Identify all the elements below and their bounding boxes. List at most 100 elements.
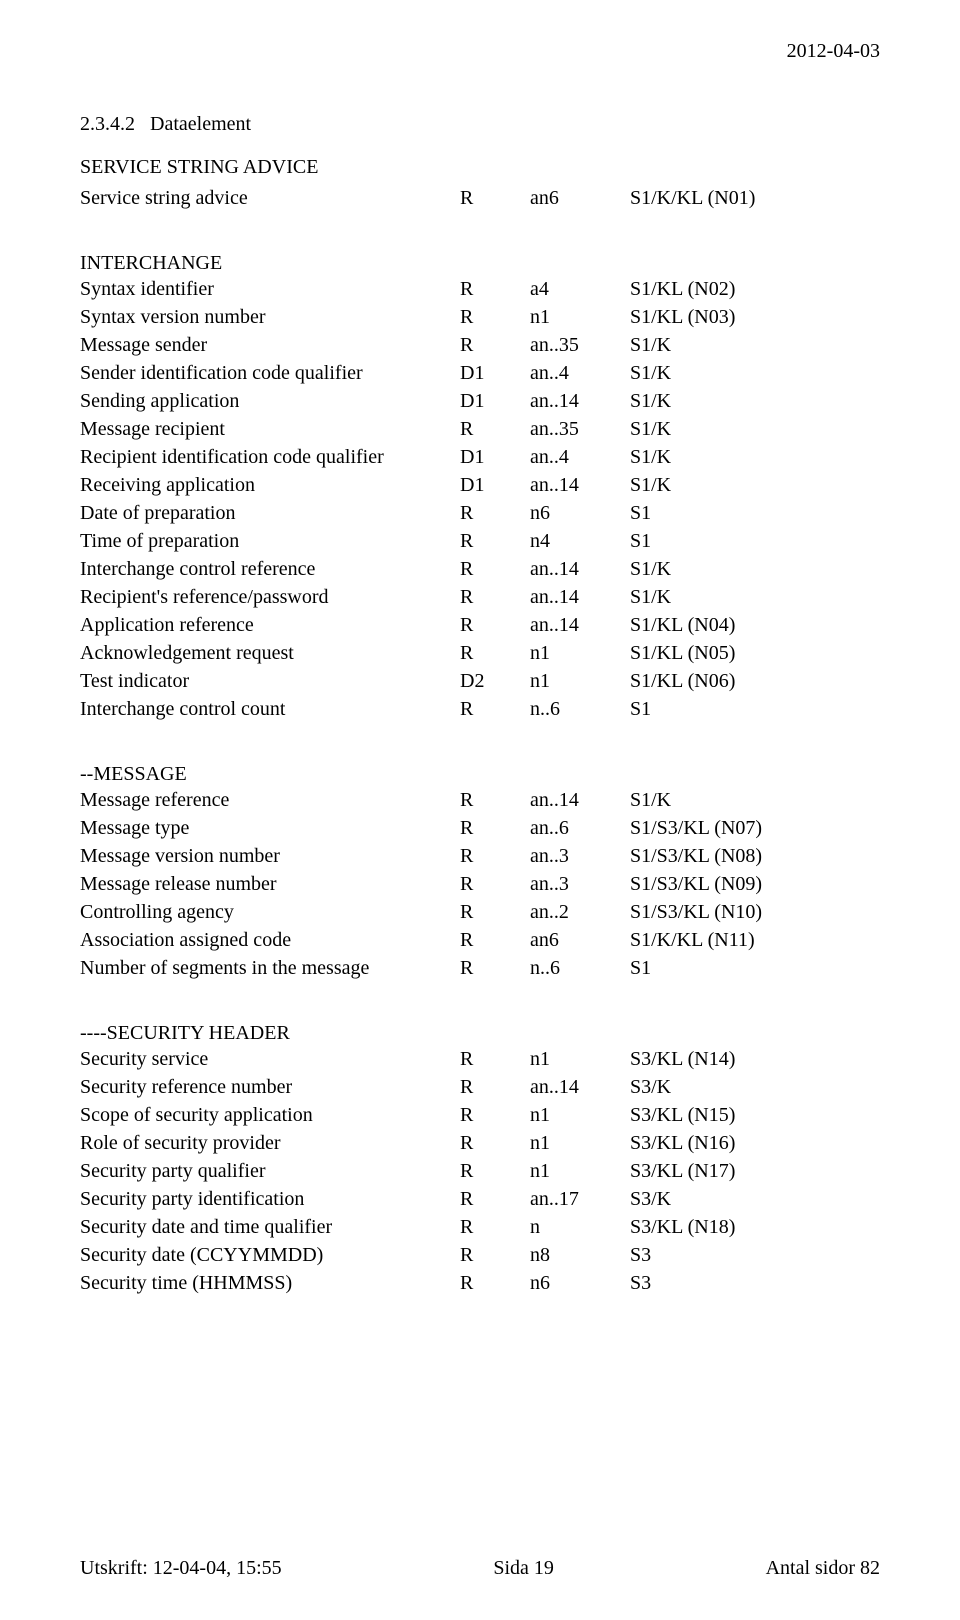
remark-col: S1/KL (N02) bbox=[630, 275, 880, 303]
format-col: an..17 bbox=[530, 1185, 630, 1213]
element-name: Security party qualifier bbox=[80, 1157, 460, 1185]
format-col: an..14 bbox=[530, 471, 630, 499]
page-footer: Utskrift: 12-04-04, 15:55 Sida 19 Antal … bbox=[80, 1557, 880, 1580]
element-name: Message reference bbox=[80, 786, 460, 814]
format-col: a4 bbox=[530, 275, 630, 303]
remark-col: S1/K bbox=[630, 786, 880, 814]
format-col: n1 bbox=[530, 1157, 630, 1185]
data-row: Interchange control referenceRan..14S1/K bbox=[80, 555, 880, 583]
status-col: R bbox=[460, 898, 530, 926]
group-heading: SERVICE STRING ADVICE bbox=[80, 156, 880, 179]
format-col: n1 bbox=[530, 1129, 630, 1157]
data-row: Interchange control countRn..6S1 bbox=[80, 695, 880, 723]
remark-col: S1/K bbox=[630, 443, 880, 471]
status-col: R bbox=[460, 639, 530, 667]
format-col: an..14 bbox=[530, 1073, 630, 1101]
element-name: Security party identification bbox=[80, 1185, 460, 1213]
element-name: Time of preparation bbox=[80, 527, 460, 555]
element-name: Test indicator bbox=[80, 667, 460, 695]
format-col: an..14 bbox=[530, 555, 630, 583]
remark-col: S1/K bbox=[630, 555, 880, 583]
data-row: Syntax identifierRa4S1/KL (N02) bbox=[80, 275, 880, 303]
footer-right: Antal sidor 82 bbox=[766, 1557, 880, 1580]
data-row: Message typeRan..6S1/S3/KL (N07) bbox=[80, 814, 880, 842]
remark-col: S1/K bbox=[630, 359, 880, 387]
status-col: R bbox=[460, 184, 530, 212]
status-col: R bbox=[460, 1101, 530, 1129]
remark-col: S1/KL (N04) bbox=[630, 611, 880, 639]
element-name: Security time (HHMMSS) bbox=[80, 1269, 460, 1297]
data-row: Security time (HHMMSS)Rn6S3 bbox=[80, 1269, 880, 1297]
status-col: R bbox=[460, 870, 530, 898]
remark-col: S3 bbox=[630, 1241, 880, 1269]
page: 2012-04-03 2.3.4.2 Dataelement SERVICE S… bbox=[0, 0, 960, 1620]
group-gap bbox=[80, 212, 880, 232]
status-col: D1 bbox=[460, 359, 530, 387]
remark-col: S1/S3/KL (N10) bbox=[630, 898, 880, 926]
element-name: Message sender bbox=[80, 331, 460, 359]
remark-col: S1/K/KL (N01) bbox=[630, 184, 880, 212]
status-col: R bbox=[460, 275, 530, 303]
format-col: an..4 bbox=[530, 359, 630, 387]
format-col: n6 bbox=[530, 499, 630, 527]
format-col: n8 bbox=[530, 1241, 630, 1269]
format-col: n1 bbox=[530, 1101, 630, 1129]
data-row: Security date and time qualifierRnS3/KL … bbox=[80, 1213, 880, 1241]
section-number: 2.3.4.2 bbox=[80, 113, 135, 135]
data-row: Message version numberRan..3S1/S3/KL (N0… bbox=[80, 842, 880, 870]
remark-col: S1/KL (N03) bbox=[630, 303, 880, 331]
format-col: an..3 bbox=[530, 870, 630, 898]
remark-col: S3/KL (N15) bbox=[630, 1101, 880, 1129]
format-col: an..14 bbox=[530, 583, 630, 611]
status-col: R bbox=[460, 1241, 530, 1269]
group-gap bbox=[80, 982, 880, 1002]
status-col: R bbox=[460, 1213, 530, 1241]
status-col: D1 bbox=[460, 471, 530, 499]
remark-col: S3/KL (N18) bbox=[630, 1213, 880, 1241]
data-row: Recipient identification code qualifierD… bbox=[80, 443, 880, 471]
remark-col: S1/K bbox=[630, 583, 880, 611]
remark-col: S1 bbox=[630, 499, 880, 527]
remark-col: S1/K bbox=[630, 415, 880, 443]
format-col: an6 bbox=[530, 926, 630, 954]
element-name: Security reference number bbox=[80, 1073, 460, 1101]
format-col: an..35 bbox=[530, 331, 630, 359]
remark-col: S1 bbox=[630, 954, 880, 982]
status-col: R bbox=[460, 331, 530, 359]
format-col: n4 bbox=[530, 527, 630, 555]
data-row: Acknowledgement requestRn1S1/KL (N05) bbox=[80, 639, 880, 667]
remark-col: S1/S3/KL (N07) bbox=[630, 814, 880, 842]
element-name: Message recipient bbox=[80, 415, 460, 443]
data-row: Security party identificationRan..17S3/K bbox=[80, 1185, 880, 1213]
group-heading: INTERCHANGE bbox=[80, 252, 880, 275]
data-row: Application referenceRan..14S1/KL (N04) bbox=[80, 611, 880, 639]
element-name: Interchange control count bbox=[80, 695, 460, 723]
element-name: Security service bbox=[80, 1045, 460, 1073]
group-heading: --MESSAGE bbox=[80, 763, 880, 786]
remark-col: S3/KL (N16) bbox=[630, 1129, 880, 1157]
data-row: Association assigned codeRan6S1/K/KL (N1… bbox=[80, 926, 880, 954]
remark-col: S1/KL (N06) bbox=[630, 667, 880, 695]
format-col: an..14 bbox=[530, 611, 630, 639]
data-row: Sending applicationD1an..14S1/K bbox=[80, 387, 880, 415]
status-col: R bbox=[460, 814, 530, 842]
element-name: Message type bbox=[80, 814, 460, 842]
status-col: R bbox=[460, 1129, 530, 1157]
remark-col: S1/KL (N05) bbox=[630, 639, 880, 667]
element-name: Message release number bbox=[80, 870, 460, 898]
format-col: an..35 bbox=[530, 415, 630, 443]
header-date: 2012-04-03 bbox=[80, 40, 880, 63]
status-col: R bbox=[460, 555, 530, 583]
element-name: Message version number bbox=[80, 842, 460, 870]
format-col: n..6 bbox=[530, 954, 630, 982]
status-col: R bbox=[460, 1045, 530, 1073]
element-name: Scope of security application bbox=[80, 1101, 460, 1129]
remark-col: S1/K bbox=[630, 387, 880, 415]
remark-col: S1 bbox=[630, 695, 880, 723]
element-name: Role of security provider bbox=[80, 1129, 460, 1157]
status-col: R bbox=[460, 1157, 530, 1185]
data-row: Test indicatorD2n1S1/KL (N06) bbox=[80, 667, 880, 695]
format-col: n bbox=[530, 1213, 630, 1241]
group-gap bbox=[80, 723, 880, 743]
format-col: n1 bbox=[530, 639, 630, 667]
